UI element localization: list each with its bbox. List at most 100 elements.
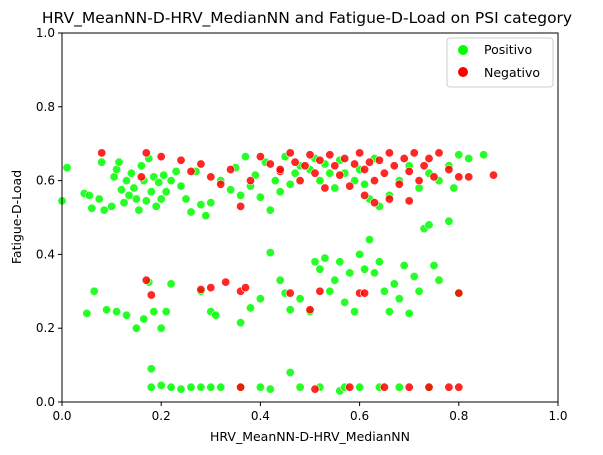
data-point-negativo-48 bbox=[464, 172, 474, 182]
data-point-positivo-137 bbox=[176, 384, 186, 394]
data-point-positivo-33 bbox=[176, 181, 186, 191]
data-point-negativo-33 bbox=[374, 155, 384, 165]
data-point-positivo-92 bbox=[320, 253, 330, 263]
data-point-positivo-13 bbox=[119, 198, 129, 208]
y-tick-label: 1.0 bbox=[36, 26, 55, 40]
data-point-positivo-30 bbox=[161, 187, 171, 197]
y-tick-label: 0.8 bbox=[36, 100, 55, 114]
data-point-negativo-67 bbox=[454, 288, 464, 298]
data-point-positivo-113 bbox=[424, 220, 434, 230]
data-point-negativo-34 bbox=[379, 168, 389, 178]
data-point-negativo-51 bbox=[369, 198, 379, 208]
data-point-negativo-1 bbox=[136, 172, 146, 182]
data-point-positivo-26 bbox=[151, 201, 161, 211]
data-point-positivo-105 bbox=[384, 307, 394, 317]
y-tick-label: 0.0 bbox=[36, 395, 55, 409]
data-point-positivo-48 bbox=[290, 168, 300, 178]
data-point-negativo-52 bbox=[384, 194, 394, 204]
data-point-positivo-128 bbox=[161, 307, 171, 317]
plot-points bbox=[57, 148, 498, 396]
data-point-positivo-39 bbox=[206, 198, 216, 208]
data-point-positivo-144 bbox=[265, 384, 275, 394]
data-point-positivo-93 bbox=[325, 286, 335, 296]
data-point-negativo-63 bbox=[305, 305, 315, 315]
legend: Positivo Negativo bbox=[446, 37, 554, 88]
data-point-negativo-74 bbox=[444, 382, 454, 392]
data-point-negativo-42 bbox=[419, 161, 429, 171]
data-point-positivo-114 bbox=[429, 260, 439, 270]
data-point-positivo-110 bbox=[409, 271, 419, 281]
data-point-positivo-14 bbox=[122, 176, 132, 186]
data-point-positivo-11 bbox=[114, 157, 124, 167]
data-point-positivo-102 bbox=[369, 268, 379, 278]
data-point-positivo-82 bbox=[246, 303, 256, 313]
data-point-positivo-98 bbox=[350, 307, 360, 317]
data-point-negativo-7 bbox=[206, 172, 216, 182]
x-axis-ticks: 0.0 0.2 0.4 0.6 0.8 1.0 bbox=[52, 402, 568, 423]
data-point-positivo-35 bbox=[186, 207, 196, 217]
data-point-positivo-103 bbox=[374, 257, 384, 267]
data-point-positivo-4 bbox=[87, 203, 97, 213]
data-point-positivo-85 bbox=[275, 275, 285, 285]
data-point-positivo-106 bbox=[389, 279, 399, 289]
data-point-negativo-17 bbox=[295, 176, 305, 186]
data-point-negativo-21 bbox=[315, 155, 325, 165]
data-point-positivo-19 bbox=[134, 205, 144, 215]
data-point-negativo-59 bbox=[221, 277, 231, 287]
data-point-negativo-61 bbox=[241, 283, 251, 293]
data-point-negativo-10 bbox=[236, 201, 246, 211]
data-point-negativo-39 bbox=[404, 166, 414, 176]
data-point-positivo-108 bbox=[399, 260, 409, 270]
data-point-positivo-97 bbox=[345, 268, 355, 278]
data-point-positivo-29 bbox=[159, 170, 169, 180]
data-point-negativo-41 bbox=[414, 176, 424, 186]
data-point-positivo-45 bbox=[265, 205, 275, 215]
x-tick-label: 0.6 bbox=[350, 409, 369, 423]
data-point-positivo-70 bbox=[479, 150, 489, 160]
y-axis-label: Fatigue-D-Load bbox=[9, 170, 24, 264]
y-axis-ticks: 0.0 0.2 0.4 0.6 0.8 1.0 bbox=[36, 26, 62, 409]
y-tick-label: 0.4 bbox=[36, 247, 55, 261]
data-point-positivo-3 bbox=[84, 190, 94, 200]
data-point-positivo-135 bbox=[156, 380, 166, 390]
data-point-positivo-134 bbox=[146, 382, 156, 392]
data-point-positivo-56 bbox=[360, 179, 370, 189]
data-point-positivo-124 bbox=[139, 314, 149, 324]
data-point-positivo-100 bbox=[360, 264, 370, 274]
data-point-negativo-12 bbox=[255, 152, 265, 162]
data-point-positivo-99 bbox=[355, 249, 365, 259]
data-point-positivo-44 bbox=[255, 192, 265, 202]
data-point-negativo-35 bbox=[384, 148, 394, 158]
data-point-positivo-104 bbox=[379, 286, 389, 296]
data-point-negativo-71 bbox=[379, 382, 389, 392]
data-point-positivo-52 bbox=[330, 183, 340, 193]
data-point-positivo-96 bbox=[340, 297, 350, 307]
legend-marker-negativo bbox=[458, 67, 468, 77]
data-point-positivo-95 bbox=[335, 257, 345, 267]
x-tick-label: 1.0 bbox=[548, 409, 567, 423]
data-point-positivo-15 bbox=[124, 190, 134, 200]
data-point-negativo-57 bbox=[196, 284, 206, 294]
data-point-positivo-127 bbox=[156, 323, 166, 333]
data-point-negativo-5 bbox=[186, 166, 196, 176]
data-point-positivo-101 bbox=[364, 235, 374, 245]
data-point-positivo-90 bbox=[310, 257, 320, 267]
x-tick-label: 0.2 bbox=[152, 409, 171, 423]
data-point-negativo-18 bbox=[300, 161, 310, 171]
data-point-positivo-107 bbox=[394, 294, 404, 304]
data-point-negativo-0 bbox=[97, 148, 107, 158]
data-point-positivo-41 bbox=[226, 185, 236, 195]
data-point-negativo-32 bbox=[369, 176, 379, 186]
data-point-positivo-75 bbox=[270, 176, 280, 186]
data-point-positivo-68 bbox=[454, 150, 464, 160]
data-point-positivo-7 bbox=[99, 205, 109, 215]
data-point-positivo-118 bbox=[82, 308, 92, 318]
data-point-negativo-40 bbox=[409, 148, 419, 158]
data-point-positivo-136 bbox=[166, 382, 176, 392]
data-point-positivo-94 bbox=[330, 275, 340, 285]
legend-label-negativo: Negativo bbox=[484, 65, 540, 80]
data-point-positivo-133 bbox=[146, 364, 156, 374]
data-point-positivo-131 bbox=[211, 310, 221, 320]
data-point-negativo-30 bbox=[360, 165, 370, 175]
data-point-positivo-140 bbox=[206, 382, 216, 392]
